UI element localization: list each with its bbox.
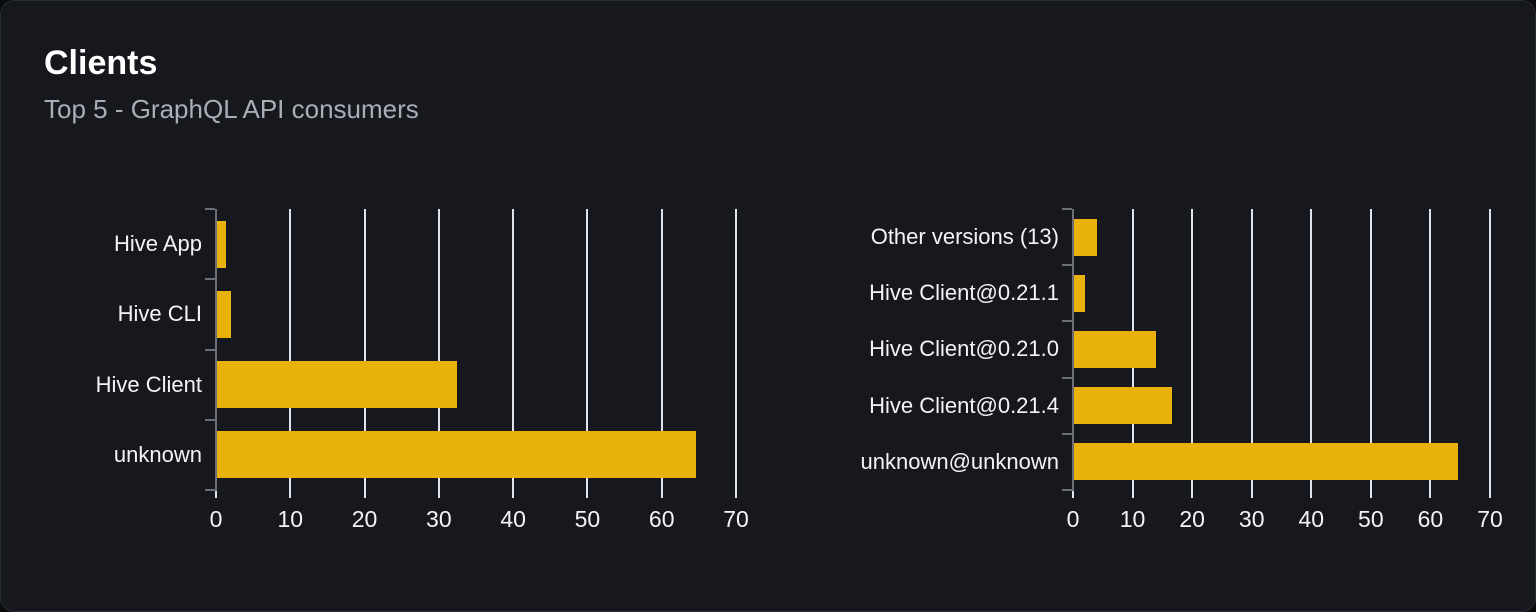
x-axis-tick [735, 490, 737, 498]
gridline [1310, 209, 1313, 490]
category-label: unknown@unknown [860, 448, 1059, 474]
bar-other-versions-13-[interactable] [1074, 219, 1097, 256]
y-axis-tick [205, 419, 215, 421]
x-axis-tick [1310, 490, 1313, 498]
x-axis-tick [289, 490, 292, 498]
x-axis-tick [586, 490, 589, 498]
category-label: Hive Client@0.21.1 [869, 280, 1059, 306]
y-axis-tick [1062, 208, 1072, 210]
x-axis-tick-label: 50 [1358, 506, 1384, 532]
bar-hive-app[interactable] [217, 221, 226, 268]
x-axis-tick-label: 30 [426, 506, 452, 532]
category-label: Hive Client@0.21.4 [869, 392, 1059, 418]
y-axis-tick [205, 278, 215, 280]
x-axis-tick-label: 20 [1179, 506, 1205, 532]
y-axis-tick [1062, 320, 1072, 322]
gridline [437, 209, 440, 490]
x-axis-tick [512, 490, 515, 498]
category-label: unknown [113, 441, 202, 467]
plot-area [205, 208, 737, 498]
x-axis-tick [660, 490, 663, 498]
gridline [363, 209, 366, 490]
category-label: Hive App [113, 231, 202, 257]
y-axis-tick [1062, 433, 1072, 435]
gridline [586, 209, 589, 490]
x-axis-tick-label: 40 [1298, 506, 1325, 532]
gridline [1489, 209, 1491, 490]
gridline [1369, 209, 1372, 490]
card-title: Clients [44, 44, 158, 82]
clients-by-name-chart[interactable]: 0 10 20 30 40 50 60 70 Hive App Hive CLI Hive Clie… [44, 208, 766, 550]
y-axis-line [215, 209, 217, 491]
gridline [1191, 209, 1194, 490]
category-label: Hive Client@0.21.0 [869, 336, 1059, 362]
clients-by-version-chart[interactable]: 0 10 20 30 40 50 60 70 Other versions (13) Hive C… [831, 208, 1520, 550]
bar-unknown-unknown[interactable] [1074, 443, 1458, 480]
category-label: Hive Client [95, 371, 202, 397]
x-axis-tick-label: 20 [351, 506, 378, 532]
x-axis-tick [1191, 490, 1194, 498]
x-axis-tick-label: 0 [209, 506, 223, 532]
x-axis-tick-label: 50 [574, 506, 601, 532]
gridline [512, 209, 515, 490]
category-label: Other versions (13) [870, 224, 1059, 250]
bar-hive-client-0-21-0[interactable] [1074, 331, 1156, 368]
card-subtitle: Top 5 - GraphQL API consumers [44, 94, 419, 124]
y-axis-line [1072, 209, 1074, 491]
gridline [660, 209, 663, 490]
x-axis-tick [215, 490, 217, 498]
y-axis-tick [205, 208, 215, 210]
x-axis-tick-label: 0 [1066, 506, 1080, 532]
y-axis-tick [1062, 489, 1072, 491]
y-axis-tick [1062, 377, 1072, 379]
x-axis-tick-label: 60 [648, 506, 675, 532]
x-axis-tick-label: 30 [1238, 506, 1265, 532]
gridline [289, 209, 292, 490]
x-axis-tick [363, 490, 366, 498]
plot-area [1062, 208, 1491, 498]
x-axis-tick-label: 60 [1417, 506, 1444, 532]
bar-hive-client-0-21-4[interactable] [1074, 387, 1172, 424]
category-label: Hive CLI [117, 301, 202, 327]
gridline [1429, 209, 1432, 490]
x-axis-tick-label: 10 [1119, 506, 1146, 532]
bar-unknown[interactable] [217, 431, 696, 478]
bar-hive-client[interactable] [217, 361, 457, 408]
gridline [735, 209, 737, 490]
y-axis-tick [205, 349, 215, 351]
x-axis-tick-label: 10 [277, 506, 304, 532]
x-axis-tick [437, 490, 440, 498]
x-axis-tick [1429, 490, 1432, 498]
y-axis-tick [205, 489, 215, 491]
x-axis-tick-label: 40 [500, 506, 526, 532]
x-axis-tick [1131, 490, 1134, 498]
bar-hive-client-0-21-1[interactable] [1074, 275, 1085, 312]
x-axis-tick-label: 70 [1477, 506, 1503, 532]
x-axis-tick [1250, 490, 1253, 498]
y-axis-tick [1062, 264, 1072, 266]
bar-hive-cli[interactable] [217, 291, 231, 338]
x-axis-tick-label: 70 [723, 506, 749, 532]
x-axis-tick [1072, 490, 1074, 498]
x-axis-tick [1369, 490, 1372, 498]
gridline [1250, 209, 1253, 490]
x-axis-tick [1489, 490, 1491, 498]
